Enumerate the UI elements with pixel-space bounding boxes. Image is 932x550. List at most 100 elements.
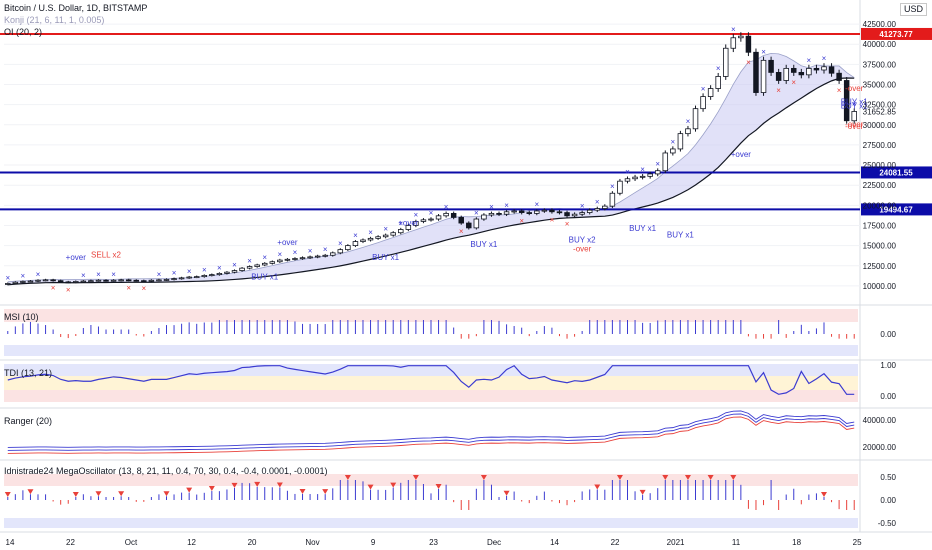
candle-body <box>662 152 669 172</box>
price-tick-label: 32500.00 <box>863 101 897 110</box>
signal-x-marker: × <box>262 253 267 262</box>
signal-x-marker: × <box>383 225 388 234</box>
candle-body <box>42 279 49 282</box>
candle-body <box>768 59 774 73</box>
signal-x-marker: × <box>519 216 524 225</box>
time-tick-label: 11 <box>732 538 741 547</box>
oscillator-tick-label: 0.00 <box>880 330 896 339</box>
price-tick-label: 40000.00 <box>863 40 897 49</box>
signal-x-marker: × <box>731 25 736 34</box>
signal-x-marker: × <box>701 84 706 93</box>
price-lines[interactable]: 41273.77 24081.55 19494.67 <box>0 27 932 216</box>
signal-annotation: BUY x1 <box>470 240 498 249</box>
time-tick-label: 22 <box>66 538 75 547</box>
signal-x-marker: × <box>746 58 751 67</box>
signal-x-marker: × <box>837 86 842 95</box>
mega-sell-triangle <box>231 482 238 488</box>
price-line-value: 41273.77 <box>879 30 913 39</box>
price-axis[interactable]: 10000.00 12500.00 15000.00 17500.00 20000.00… <box>863 20 897 528</box>
candles[interactable] <box>5 32 857 286</box>
msi-pane-label[interactable]: MSI (10) <box>4 312 39 322</box>
mega-sell-triangle <box>662 475 669 480</box>
signal-x-marker: × <box>368 228 373 237</box>
indicator-oi-label[interactable]: OI (20, 2) <box>4 27 43 37</box>
candle-body <box>851 111 857 122</box>
mega-sell-triangle <box>730 475 737 480</box>
candle-body <box>481 214 487 220</box>
time-tick-label: Nov <box>305 538 319 547</box>
time-tick-label: 14 <box>6 538 15 547</box>
candle-body <box>337 249 344 254</box>
mega-sell-triangle <box>72 492 79 497</box>
candle-body <box>730 37 737 49</box>
currency-badge[interactable]: USD <box>900 3 928 16</box>
mega-sell-triangle <box>412 475 419 480</box>
ranger-line <box>7 413 855 451</box>
signal-x-marker: × <box>96 270 101 279</box>
tdi-pane-label[interactable]: TDI (13, 21) <box>4 368 53 378</box>
signal-x-marker: × <box>459 227 464 236</box>
price-tick-label: 27500.00 <box>863 141 897 150</box>
candle-body <box>163 279 170 281</box>
mega-sell-triangle <box>503 490 510 496</box>
msi-lower-band <box>4 345 858 356</box>
candle-body <box>450 212 457 218</box>
candle-body <box>647 173 653 177</box>
signal-x-marker: × <box>776 86 781 95</box>
candle-body <box>375 236 381 239</box>
signal-annotation: +over <box>66 253 87 262</box>
time-tick-label: Oct <box>125 538 138 547</box>
oscillator-tick-label: 0.50 <box>880 473 896 482</box>
time-tick-label: 12 <box>187 538 196 547</box>
candle-body <box>330 252 336 256</box>
trend-cloud <box>7 52 855 286</box>
signal-x-marker: × <box>852 99 857 108</box>
price-tick-label: 37500.00 <box>863 60 897 69</box>
candle-body <box>27 280 34 283</box>
time-tick-label: 18 <box>792 538 801 547</box>
candle-body <box>118 279 124 282</box>
candle-body <box>632 176 638 180</box>
signal-x-marker: × <box>111 270 116 279</box>
oscillators <box>4 320 855 510</box>
price-tick-label: 20000.00 <box>863 201 897 210</box>
ranger-pane-label[interactable]: Ranger (20) <box>4 416 53 426</box>
signal-x-marker: × <box>293 248 298 257</box>
signal-x-marker: × <box>247 256 252 265</box>
candle-body <box>186 276 192 279</box>
signal-annotation: BUY x1 <box>841 98 869 107</box>
signal-x-marker: × <box>822 54 827 63</box>
last-price-label: 31652.85 <box>863 107 897 116</box>
candle-body <box>775 72 782 81</box>
candle-body <box>700 96 706 110</box>
candle-body <box>57 280 64 283</box>
candle-body <box>843 80 850 122</box>
mega-sell-triangle <box>4 492 11 497</box>
candle-body <box>216 273 223 276</box>
candle-body <box>564 212 570 217</box>
mega-sell-triangle <box>390 482 397 488</box>
signal-x-marker: × <box>595 198 600 207</box>
indicator-konji-label[interactable]: Konji (21, 6, 11, 1, 0.005) <box>4 15 105 25</box>
candle-body <box>745 35 752 53</box>
oscillator-tick-label: 0.00 <box>880 392 896 401</box>
oscillator-tick-label: 0.00 <box>880 496 896 505</box>
price-tick-label: 42500.00 <box>863 20 897 29</box>
candle-body <box>715 76 721 89</box>
mega-upper-band <box>4 474 858 486</box>
mega-sell-triangle <box>639 489 646 495</box>
candle-body <box>692 108 699 130</box>
signal-x-marker: × <box>217 263 222 272</box>
candle-body <box>239 267 245 271</box>
megaoscillator-pane-label[interactable]: Idnistrade24 MegaOscillator (13, 8, 21, … <box>4 466 328 476</box>
mega-lower-band <box>4 518 858 528</box>
time-axis[interactable]: 14 22 Oct 12 20 Nov 9 23 Dec 14 22 2021 11 18 25 <box>0 531 932 550</box>
signal-x-marker: × <box>172 269 177 278</box>
signal-annotation: -over <box>845 84 864 93</box>
annotations: +over SELL x2 BUY x1 +over BUY x1 +over BUY x1… <box>66 84 869 282</box>
mega-sell-triangle <box>322 489 329 495</box>
time-tick-label: 20 <box>248 538 257 547</box>
candle-body <box>110 279 117 282</box>
signal-x-marker: × <box>126 283 131 292</box>
